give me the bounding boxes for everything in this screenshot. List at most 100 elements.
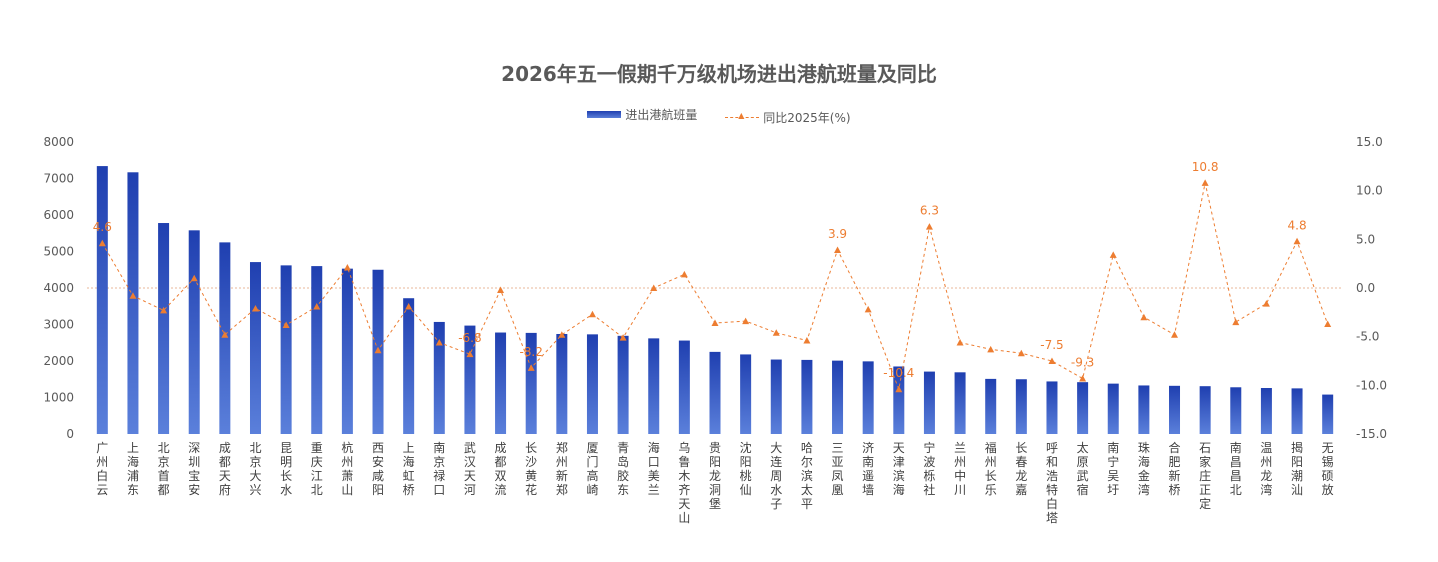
y-left-tick-label: 2000 (43, 354, 74, 368)
category-label: 兰州中川 (954, 441, 966, 497)
y-right-tick-label: -5.0 (1356, 330, 1379, 344)
bar (311, 266, 323, 434)
yoy-point (313, 302, 321, 310)
bar (586, 334, 598, 434)
y-left-tick-label: 5000 (43, 245, 74, 259)
category-label: 温州龙湾 (1260, 441, 1272, 497)
yoy-point (588, 310, 596, 318)
category-label: 长沙黄花 (525, 441, 537, 497)
yoy-point (1109, 251, 1117, 258)
bar (678, 340, 690, 434)
yoy-data-label: -6.8 (458, 331, 481, 345)
yoy-point (1293, 237, 1301, 245)
bar (832, 360, 844, 434)
category-label: 合肥新桥 (1169, 440, 1181, 497)
category-label: 上海虹桥 (403, 441, 415, 497)
y-right-tick-label: 15.0 (1356, 135, 1383, 149)
yoy-point (343, 264, 351, 271)
category-label: 重庆江北 (311, 441, 323, 497)
bar (403, 298, 415, 434)
yoy-data-label: -8.2 (519, 345, 542, 359)
yoy-point (619, 334, 627, 341)
category-label: 青岛胶东 (617, 441, 629, 497)
category-label: 贵阳龙洞堡 (709, 441, 721, 511)
category-label: 杭州萧山 (341, 440, 353, 497)
bar (648, 338, 660, 434)
yoy-point (1017, 349, 1025, 357)
bar (1015, 379, 1027, 434)
y-left-tick-label: 6000 (43, 208, 74, 222)
bar (985, 378, 997, 434)
category-label: 南京禄口 (433, 440, 445, 497)
yoy-point (680, 270, 688, 278)
category-label: 南昌昌北 (1230, 440, 1242, 497)
yoy-point (650, 284, 658, 291)
category-label: 南宁吴圩 (1107, 440, 1119, 497)
yoy-point (1079, 375, 1087, 382)
yoy-data-label: -10.4 (883, 366, 914, 380)
category-label: 昆明长水 (280, 441, 292, 497)
yoy-point (1232, 318, 1240, 326)
bar (1107, 383, 1119, 434)
category-label: 广州白云 (96, 441, 108, 497)
bar (1199, 386, 1211, 434)
category-label: 乌鲁木齐天山 (678, 440, 690, 525)
bar (96, 166, 108, 434)
legend-item-bars: 进出港航班量 (587, 106, 697, 123)
bar (1046, 381, 1058, 434)
yoy-point (803, 337, 811, 344)
yoy-point (374, 346, 382, 354)
bar (341, 268, 353, 434)
yoy-point (435, 339, 443, 346)
bar (770, 359, 782, 434)
bar (709, 351, 721, 434)
bar (1077, 382, 1089, 434)
category-label: 海口美兰 (648, 440, 660, 497)
bar (219, 242, 231, 434)
legend: 进出港航班量 ▲ 同比2025年(%) (0, 106, 1438, 126)
yoy-point (895, 385, 903, 393)
yoy-data-label: -7.5 (1040, 338, 1063, 352)
yoy-point (1324, 320, 1332, 328)
bar (495, 332, 507, 434)
bar (433, 321, 445, 434)
yoy-point (925, 223, 933, 230)
bar (158, 223, 170, 434)
yoy-data-label: 4.6 (93, 220, 112, 234)
bar (740, 354, 752, 434)
category-label: 三亚凤凰 (832, 441, 844, 497)
category-label: 天津滨海 (893, 441, 905, 497)
category-label: 哈尔滨太平 (801, 441, 813, 511)
bar (1260, 388, 1272, 434)
chart-title: 2026年五一假期千万级机场进出港航班量及同比 (501, 62, 937, 86)
category-label: 长春龙嘉 (1015, 441, 1027, 497)
yoy-point (864, 305, 872, 313)
yoy-data-label: 4.8 (1288, 218, 1307, 232)
bar (617, 335, 629, 434)
bar (188, 230, 200, 434)
category-label: 呼和浩特白塔 (1046, 441, 1058, 525)
bar (801, 359, 813, 434)
yoy-point (711, 319, 719, 327)
yoy-point (251, 304, 259, 312)
category-label: 武汉天河 (464, 441, 476, 497)
yoy-point (742, 317, 750, 325)
yoy-point (1262, 300, 1270, 307)
category-label: 成都双流 (495, 441, 507, 497)
y-left-tick-label: 7000 (43, 172, 74, 186)
category-label: 上海浦东 (127, 441, 139, 497)
category-label: 沈阳桃仙 (740, 440, 752, 497)
category-label: 无锡硕放 (1322, 441, 1334, 497)
category-label: 北京首都 (158, 441, 170, 497)
bar (1138, 385, 1150, 434)
yoy-point (160, 306, 168, 314)
yoy-point (772, 329, 780, 336)
bar (893, 366, 905, 434)
y-right-tick-label: 5.0 (1356, 232, 1375, 246)
yoy-data-label: 10.8 (1192, 160, 1219, 174)
bar (954, 372, 966, 434)
yoy-data-label: 6.3 (920, 204, 939, 218)
category-label: 太原武宿 (1077, 440, 1089, 497)
y-right-tick-label: -15.0 (1356, 427, 1387, 441)
legend-item-line: ▲ 同比2025年(%) (725, 109, 851, 126)
